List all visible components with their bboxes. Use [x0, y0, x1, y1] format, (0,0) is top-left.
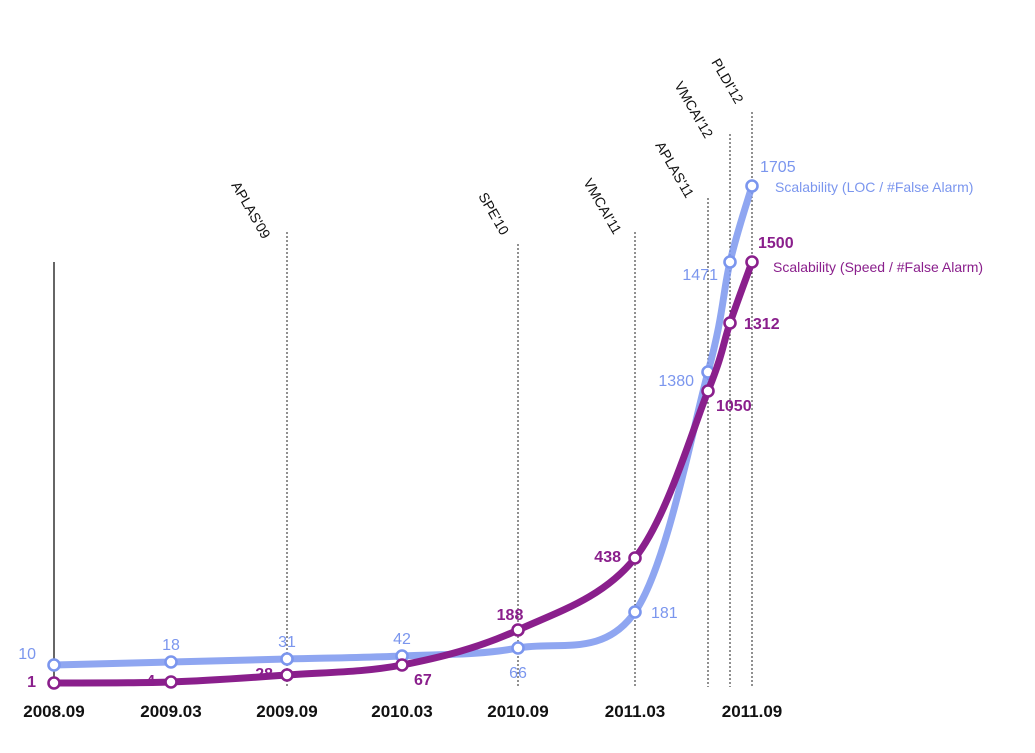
- data-label: 1312: [744, 316, 780, 333]
- data-label: 67: [414, 672, 432, 689]
- event-label-vmcai-12: VMCAI'12: [671, 79, 716, 141]
- data-point: [511, 641, 525, 655]
- data-label: 10: [18, 646, 36, 663]
- x-tick-label: 2011.03: [605, 702, 666, 721]
- data-point: [745, 255, 759, 269]
- data-point: [745, 179, 759, 193]
- data-label: 438: [594, 549, 621, 566]
- data-point: [701, 384, 715, 398]
- data-point: [511, 623, 525, 637]
- data-label: 66: [509, 665, 527, 682]
- x-tick-label: 2009.09: [256, 702, 317, 721]
- data-point: [628, 551, 642, 565]
- data-point: [47, 658, 61, 672]
- series-legend: Scalability (LOC / #False Alarm) Scalabil…: [773, 179, 983, 275]
- x-axis-tick-labels: 2008.09 2009.03 2009.09 2010.03 2010.09 2011.…: [23, 702, 782, 721]
- data-label: 188: [497, 607, 524, 624]
- event-label-aplas-09: APLAS'09: [228, 179, 274, 242]
- x-tick-label: 2010.09: [487, 702, 548, 721]
- data-label: 1380: [658, 373, 694, 390]
- data-label: 1: [27, 674, 36, 691]
- data-point: [395, 658, 409, 672]
- data-label: 1050: [716, 398, 752, 415]
- data-label: 28: [255, 666, 273, 683]
- event-label-vmcai-11: VMCAI'11: [580, 176, 625, 237]
- data-point: [628, 605, 642, 619]
- data-point: [723, 316, 737, 330]
- x-tick-label: 2009.03: [140, 702, 201, 721]
- data-point: [280, 668, 294, 682]
- event-label-aplas-11: APLAS'11: [652, 139, 697, 201]
- x-tick-label: 2008.09: [23, 702, 84, 721]
- data-label: 42: [393, 631, 411, 648]
- legend-entry-scalability-loc-false-alarm: Scalability (LOC / #False Alarm): [775, 179, 973, 195]
- data-label: 18: [162, 637, 180, 654]
- data-label: 1705: [760, 159, 796, 176]
- data-label: 1500: [758, 235, 794, 252]
- data-point: [47, 676, 61, 690]
- data-label: 4: [146, 673, 155, 690]
- data-point: [164, 655, 178, 669]
- series-lines: [47, 179, 759, 690]
- x-tick-label: 2011.09: [722, 702, 783, 721]
- data-label: 31: [278, 634, 296, 651]
- data-label: 1471: [682, 267, 718, 284]
- event-markers: APLAS'09 SPE'10 VMCAI'11 APLAS'11VMCAI'12PL…: [228, 56, 753, 687]
- data-point: [280, 652, 294, 666]
- series-line-scalability-speed-false-alarm: [50, 258, 756, 687]
- event-label-pldi-12: PLDI'12: [708, 56, 747, 107]
- data-point: [164, 675, 178, 689]
- event-label-spe-10: SPE'10: [475, 190, 512, 238]
- data-point: [723, 255, 737, 269]
- data-label: 181: [651, 605, 678, 622]
- legend-entry-scalability-speed-false-alarm: Scalability (Speed / #False Alarm): [773, 259, 983, 275]
- series-line-scalability-loc-false-alarm: [50, 182, 756, 669]
- data-labels: 10 18 31 42 66 181 1380 1471 1705 1 4 28 67 188 438 105…: [18, 159, 795, 691]
- x-tick-label: 2010.03: [371, 702, 432, 721]
